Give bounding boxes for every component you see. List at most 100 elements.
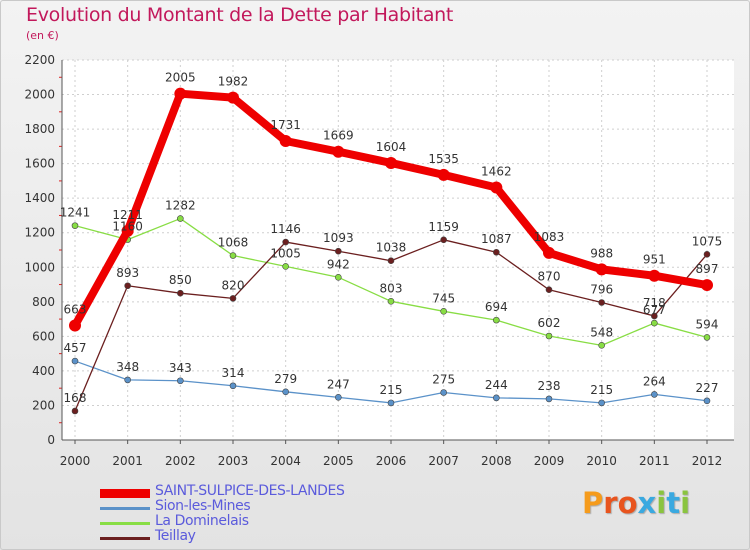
proxiti-logo: Proxiti [582,486,690,520]
x-tick-label: 2009 [534,454,565,468]
data-label: 897 [696,262,719,276]
data-point [598,299,605,306]
data-label: 1160 [112,220,143,234]
data-label: 820 [222,278,245,292]
data-label: 457 [64,341,87,355]
data-label: 1159 [428,220,459,234]
x-tick-label: 2002 [165,454,196,468]
data-label: 1083 [534,230,565,244]
logo-letter: i [680,486,691,520]
data-point [177,215,184,222]
data-label: 893 [116,266,139,280]
x-tick-label: 2006 [376,454,407,468]
data-point [493,248,500,256]
data-label: 238 [538,379,561,393]
data-point [651,312,658,320]
data-point [229,252,237,259]
data-point [703,397,711,405]
data-label: 275 [432,373,455,387]
data-point [71,407,79,415]
chart-title: Evolution du Montant de la Dette par Hab… [26,4,454,26]
data-point [282,238,289,246]
data-point [229,382,237,390]
data-point [440,236,447,244]
y-tick-label: 1400 [24,191,55,205]
data-label: 264 [643,374,666,388]
data-label: 1669 [323,129,354,143]
data-label: 663 [64,302,87,316]
data-label: 803 [380,281,403,295]
data-label: 215 [590,383,613,397]
data-label: 796 [590,283,613,297]
data-label: 343 [169,361,192,375]
data-point [124,282,131,290]
x-tick-label: 2011 [639,454,670,468]
data-label: 244 [485,378,508,392]
data-point [282,263,289,270]
data-point [229,295,237,302]
legend-swatch [100,521,150,525]
legend-label: La Dominelais [155,513,249,529]
data-point [335,273,342,281]
data-point [437,168,450,181]
data-label: 348 [116,360,139,374]
data-point [543,246,555,259]
data-label: 1535 [428,152,459,166]
data-label: 548 [590,325,613,339]
data-label: 1146 [270,222,301,236]
data-label: 602 [538,316,561,330]
data-label: 227 [696,381,719,395]
data-label: 1241 [60,206,91,220]
data-point [69,319,81,332]
data-point [227,91,239,104]
data-point [282,388,289,396]
data-point [595,263,608,276]
data-label: 2005 [165,71,196,85]
data-point [177,377,184,385]
data-point [701,279,713,292]
data-point [545,395,553,403]
data-point [387,297,395,305]
data-label: 1211 [112,208,143,222]
data-label: 1038 [376,241,407,255]
logo-letter: r [603,486,618,520]
logo-letter: t [666,486,681,520]
data-point [177,289,184,297]
y-tick-label: 1600 [24,157,55,171]
data-point [651,391,658,398]
data-point [703,334,711,341]
data-point [648,269,661,282]
data-label: 1282 [165,199,196,213]
data-label: 1731 [270,118,301,132]
y-tick-label: 1200 [24,226,55,240]
data-point [651,319,658,327]
data-label: 870 [538,270,561,284]
logo-letter: P [582,486,604,520]
legend-label: Sion-les-Mines [155,498,251,514]
data-label: 718 [643,296,666,310]
y-tick-label: 1800 [24,122,55,136]
data-label: 745 [432,291,455,305]
data-point [279,135,292,148]
data-point [598,342,605,349]
data-label: 850 [169,273,192,287]
x-tick-label: 2004 [270,454,301,468]
legend-swatch [100,536,150,540]
x-tick-label: 2010 [586,454,617,468]
y-tick-label: 400 [32,364,55,378]
data-point [490,181,503,194]
data-label: 594 [696,317,719,331]
data-point [332,145,345,158]
x-tick-label: 2008 [481,454,512,468]
x-tick-label: 2007 [428,454,459,468]
data-point [121,224,134,237]
logo-letter: x [637,486,657,520]
data-point [71,357,79,365]
chart-subtitle: (en €) [26,29,59,42]
data-label: 677 [643,303,666,317]
data-point [545,332,553,340]
y-tick-label: 2000 [24,88,55,102]
x-tick-label: 2003 [218,454,249,468]
x-tick-label: 2005 [323,454,354,468]
data-label: 1005 [270,246,301,260]
